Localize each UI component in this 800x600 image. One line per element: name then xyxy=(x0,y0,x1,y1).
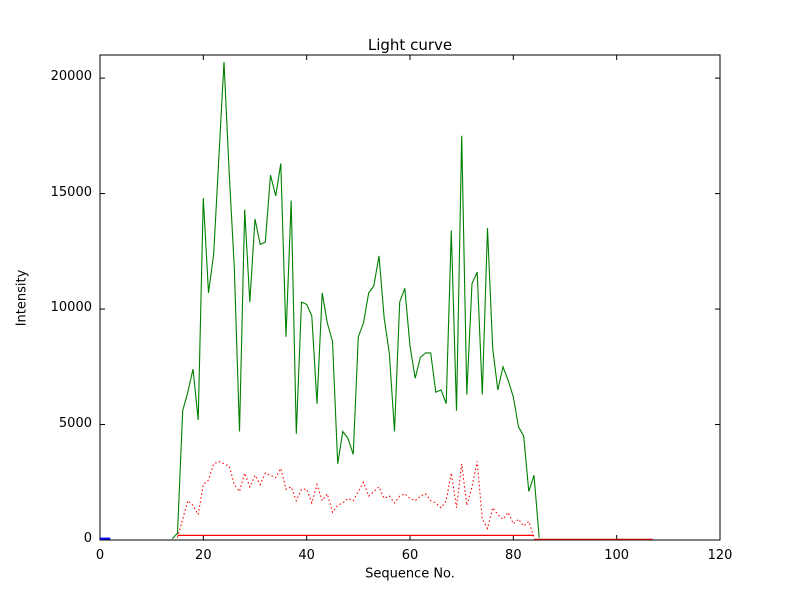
y-tick-label: 0 xyxy=(83,531,92,546)
x-tick-label: 120 xyxy=(707,548,733,563)
x-tick-label: 20 xyxy=(195,548,212,563)
y-tick-label: 5000 xyxy=(58,415,92,431)
x-tick-label: 100 xyxy=(604,548,630,563)
x-axis-label: Sequence No. xyxy=(365,566,455,582)
green-lightcurve-line xyxy=(171,61,540,540)
x-tick-label: 80 xyxy=(505,548,522,563)
x-tick-label: 40 xyxy=(298,548,315,563)
x-tick-label: 0 xyxy=(95,548,105,563)
red-dotted-curve-line xyxy=(176,460,535,538)
y-tick-label: 10000 xyxy=(50,300,92,316)
y-tick-label: 20000 xyxy=(50,69,92,85)
chart-title: Light curve xyxy=(367,36,453,54)
y-tick-label: 15000 xyxy=(50,184,92,200)
axes-frame xyxy=(99,54,721,541)
x-tick-label: 60 xyxy=(401,548,419,563)
